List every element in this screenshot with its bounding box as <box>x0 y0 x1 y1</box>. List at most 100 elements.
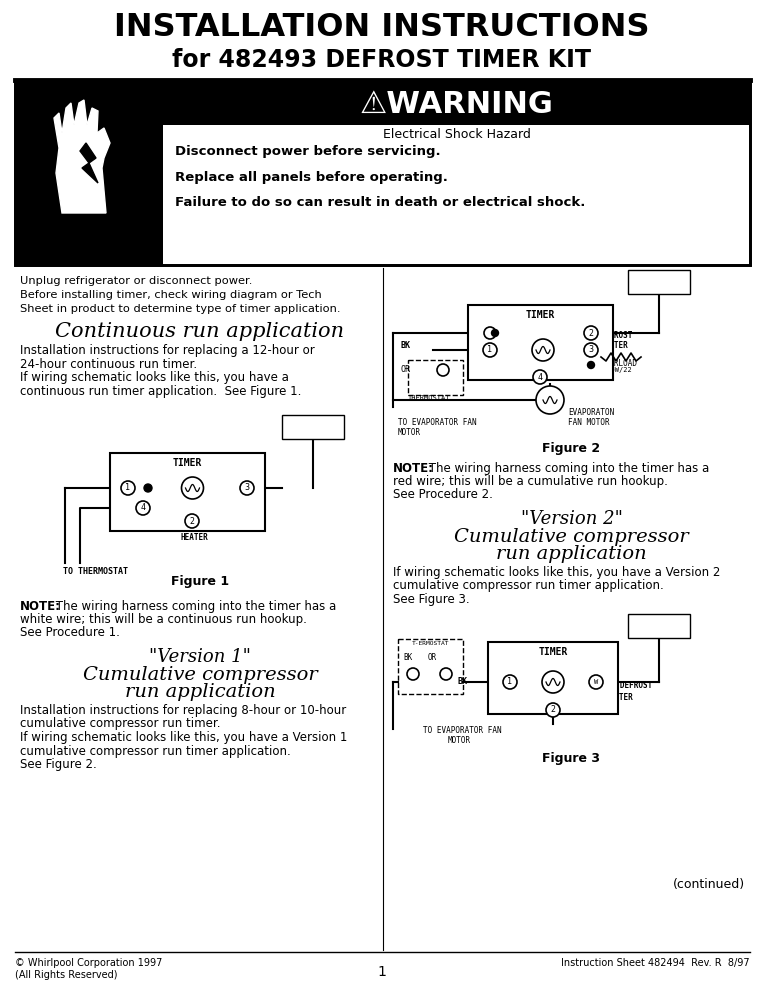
Text: W: W <box>594 679 598 685</box>
Circle shape <box>589 675 603 689</box>
Text: OR: OR <box>401 365 411 374</box>
Text: Installation instructions for replacing a 12-hour or: Installation instructions for replacing … <box>20 344 314 357</box>
Text: Cumulative compressor: Cumulative compressor <box>83 666 317 684</box>
Text: 2: 2 <box>190 517 194 526</box>
Text: See Figure 3.: See Figure 3. <box>393 593 470 606</box>
Text: Instruction Sheet 482494  Rev. R  8/97: Instruction Sheet 482494 Rev. R 8/97 <box>562 958 750 968</box>
Text: 3: 3 <box>245 483 249 492</box>
Text: 120 VOLTS: 120 VOLTS <box>294 418 332 424</box>
Text: 1: 1 <box>125 483 131 492</box>
Text: See Procedure 2.: See Procedure 2. <box>393 488 493 501</box>
Text: (All Rights Reserved): (All Rights Reserved) <box>15 970 118 980</box>
Bar <box>15 83 750 265</box>
Text: 4: 4 <box>141 504 145 513</box>
Text: DEFROST: DEFROST <box>601 331 633 340</box>
Text: Figure 2: Figure 2 <box>542 442 601 455</box>
Circle shape <box>503 675 517 689</box>
Circle shape <box>185 514 199 528</box>
Bar <box>282 415 344 439</box>
Text: Sheet in product to determine type of timer application.: Sheet in product to determine type of ti… <box>20 304 340 314</box>
Circle shape <box>144 484 152 492</box>
Text: Replace all panels before operating.: Replace all panels before operating. <box>175 170 448 183</box>
Bar <box>110 453 265 531</box>
Circle shape <box>240 481 254 495</box>
Circle shape <box>533 370 547 384</box>
Circle shape <box>484 327 496 339</box>
Text: for 482493 DEFROST TIMER KIT: for 482493 DEFROST TIMER KIT <box>172 48 591 72</box>
Text: TO DEFROST: TO DEFROST <box>171 523 217 532</box>
Text: FAN MOTOR: FAN MOTOR <box>568 418 610 427</box>
Polygon shape <box>54 100 110 213</box>
Circle shape <box>437 364 449 376</box>
Circle shape <box>584 326 598 340</box>
Text: 1: 1 <box>487 346 493 354</box>
Text: ⚠WARNING: ⚠WARNING <box>360 89 553 119</box>
Bar <box>15 83 163 265</box>
Text: EVAPORATON: EVAPORATON <box>568 408 614 417</box>
Circle shape <box>536 386 564 414</box>
Circle shape <box>181 477 203 499</box>
Circle shape <box>440 668 452 680</box>
Circle shape <box>407 668 419 680</box>
Circle shape <box>121 481 135 495</box>
Text: PK: PK <box>606 669 616 678</box>
Text: © Whirlpool Corporation 1997: © Whirlpool Corporation 1997 <box>15 958 162 968</box>
Bar <box>628 270 690 294</box>
Text: See Figure 2.: See Figure 2. <box>20 758 96 771</box>
Text: run application: run application <box>496 545 647 563</box>
Circle shape <box>532 339 554 361</box>
Text: R: R <box>533 360 538 369</box>
Text: 2: 2 <box>551 706 555 715</box>
Text: 60 HERTZ: 60 HERTZ <box>642 283 676 289</box>
Text: "Version 2": "Version 2" <box>520 510 623 528</box>
Text: 60 HERTZ: 60 HERTZ <box>296 428 330 434</box>
Bar <box>15 83 750 265</box>
Text: 60 HERTZ: 60 HERTZ <box>642 627 676 633</box>
Text: The wiring harness coming into the timer has a: The wiring harness coming into the timer… <box>425 462 709 475</box>
Text: ON: ON <box>473 346 482 354</box>
Text: 2: 2 <box>588 329 594 338</box>
Text: T-ERMOSTAT: T-ERMOSTAT <box>412 641 449 646</box>
Circle shape <box>584 343 598 357</box>
Text: OR: OR <box>428 653 438 662</box>
Text: TO THERMOSTAT: TO THERMOSTAT <box>63 567 128 576</box>
Text: NOTE:: NOTE: <box>20 600 61 613</box>
Text: white wire; this will be a continuous run hookup.: white wire; this will be a continuous ru… <box>20 613 307 626</box>
Text: The wiring harness coming into the timer has a: The wiring harness coming into the timer… <box>52 600 337 613</box>
Bar <box>488 642 618 714</box>
Circle shape <box>588 361 594 368</box>
Text: INSTALLATION INSTRUCTIONS: INSTALLATION INSTRUCTIONS <box>114 13 649 44</box>
Circle shape <box>546 703 560 717</box>
Text: OVERLOAD: OVERLOAD <box>601 359 638 368</box>
Text: Disconnect power before servicing.: Disconnect power before servicing. <box>175 145 441 157</box>
Circle shape <box>491 330 499 337</box>
Text: continuous run timer application.  See Figure 1.: continuous run timer application. See Fi… <box>20 384 301 398</box>
Text: Cumulative compressor: Cumulative compressor <box>454 528 688 546</box>
Text: "Version 1": "Version 1" <box>149 648 251 666</box>
Text: cumulative compressor run timer application.: cumulative compressor run timer applicat… <box>393 579 664 592</box>
Bar <box>628 614 690 638</box>
Text: If wiring schematic looks like this, you have a Version 2: If wiring schematic looks like this, you… <box>393 566 721 579</box>
Text: Figure 3: Figure 3 <box>542 752 601 765</box>
Text: cumulative compressor run timer.: cumulative compressor run timer. <box>20 718 220 731</box>
Text: HEATER: HEATER <box>606 692 633 702</box>
Text: BK: BK <box>403 653 412 662</box>
Text: HEATER: HEATER <box>180 533 208 542</box>
Text: 1: 1 <box>378 965 386 979</box>
Text: PK: PK <box>601 321 611 330</box>
Text: 120 VLTS: 120 VLTS <box>642 273 676 279</box>
Text: Failure to do so can result in death or electrical shock.: Failure to do so can result in death or … <box>175 196 585 210</box>
Circle shape <box>542 671 564 693</box>
Text: If wiring schematic looks like this, you have a: If wiring schematic looks like this, you… <box>20 371 289 384</box>
Text: TO DEFROST: TO DEFROST <box>606 681 653 690</box>
Text: (continued): (continued) <box>673 878 745 891</box>
Text: 850W/22: 850W/22 <box>603 367 633 373</box>
Text: TIMER: TIMER <box>539 647 568 657</box>
Bar <box>468 305 613 380</box>
Text: TO EVAPORATOR FAN: TO EVAPORATOR FAN <box>423 726 502 735</box>
Text: TIMER: TIMER <box>526 310 555 320</box>
Text: 4: 4 <box>538 372 542 381</box>
Text: R: R <box>583 360 588 369</box>
Polygon shape <box>80 143 98 183</box>
Text: Installation instructions for replacing 8-hour or 10-hour: Installation instructions for replacing … <box>20 704 347 717</box>
